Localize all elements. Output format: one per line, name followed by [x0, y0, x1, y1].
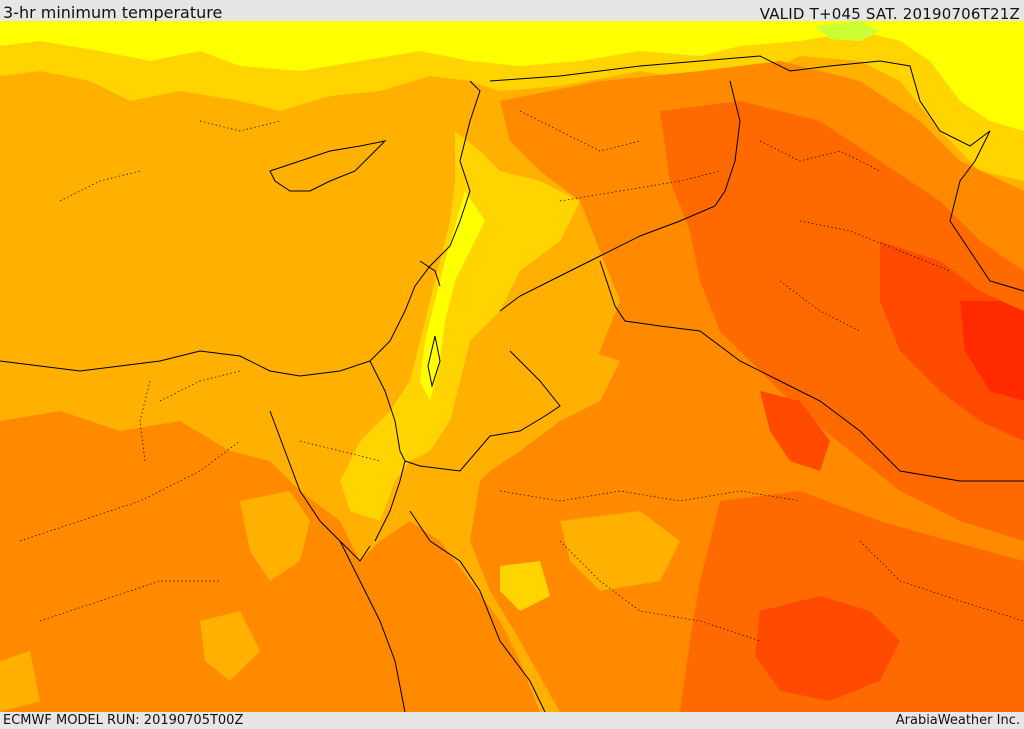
- map-footer: ECMWF MODEL RUN: 20190705T00Z ArabiaWeat…: [0, 712, 1024, 729]
- cool-zone-levant: [340, 131, 580, 521]
- very-hot-zone-iraq: [760, 241, 1024, 471]
- temperature-map: [0, 21, 1024, 712]
- extreme-zone-iraq: [960, 301, 1024, 401]
- model-run: ECMWF MODEL RUN: 20190705T00Z: [3, 713, 244, 728]
- map-canvas: [0, 21, 1024, 712]
- valid-time: VALID T+045 SAT. 20190706T21Z: [759, 5, 1020, 23]
- coolest-patch: [815, 21, 880, 41]
- cooler-strip-levant: [420, 191, 485, 401]
- map-header: 3-hr minimum temperature VALID T+045 SAT…: [0, 0, 1024, 23]
- cool-patch-jordan: [500, 561, 550, 611]
- warm-patches-egypt: [0, 491, 310, 712]
- warm-patches-jordan: [470, 341, 680, 591]
- hot-zone-iraq: [660, 101, 1024, 541]
- map-title: 3-hr minimum temperature: [3, 3, 223, 22]
- country-borders: [0, 55, 1024, 712]
- very-hot-zone-saudi: [755, 596, 900, 701]
- cooler-zone-turkey: [0, 21, 1024, 131]
- province-borders: [19, 110, 1024, 642]
- credit: ArabiaWeather Inc.: [895, 713, 1020, 728]
